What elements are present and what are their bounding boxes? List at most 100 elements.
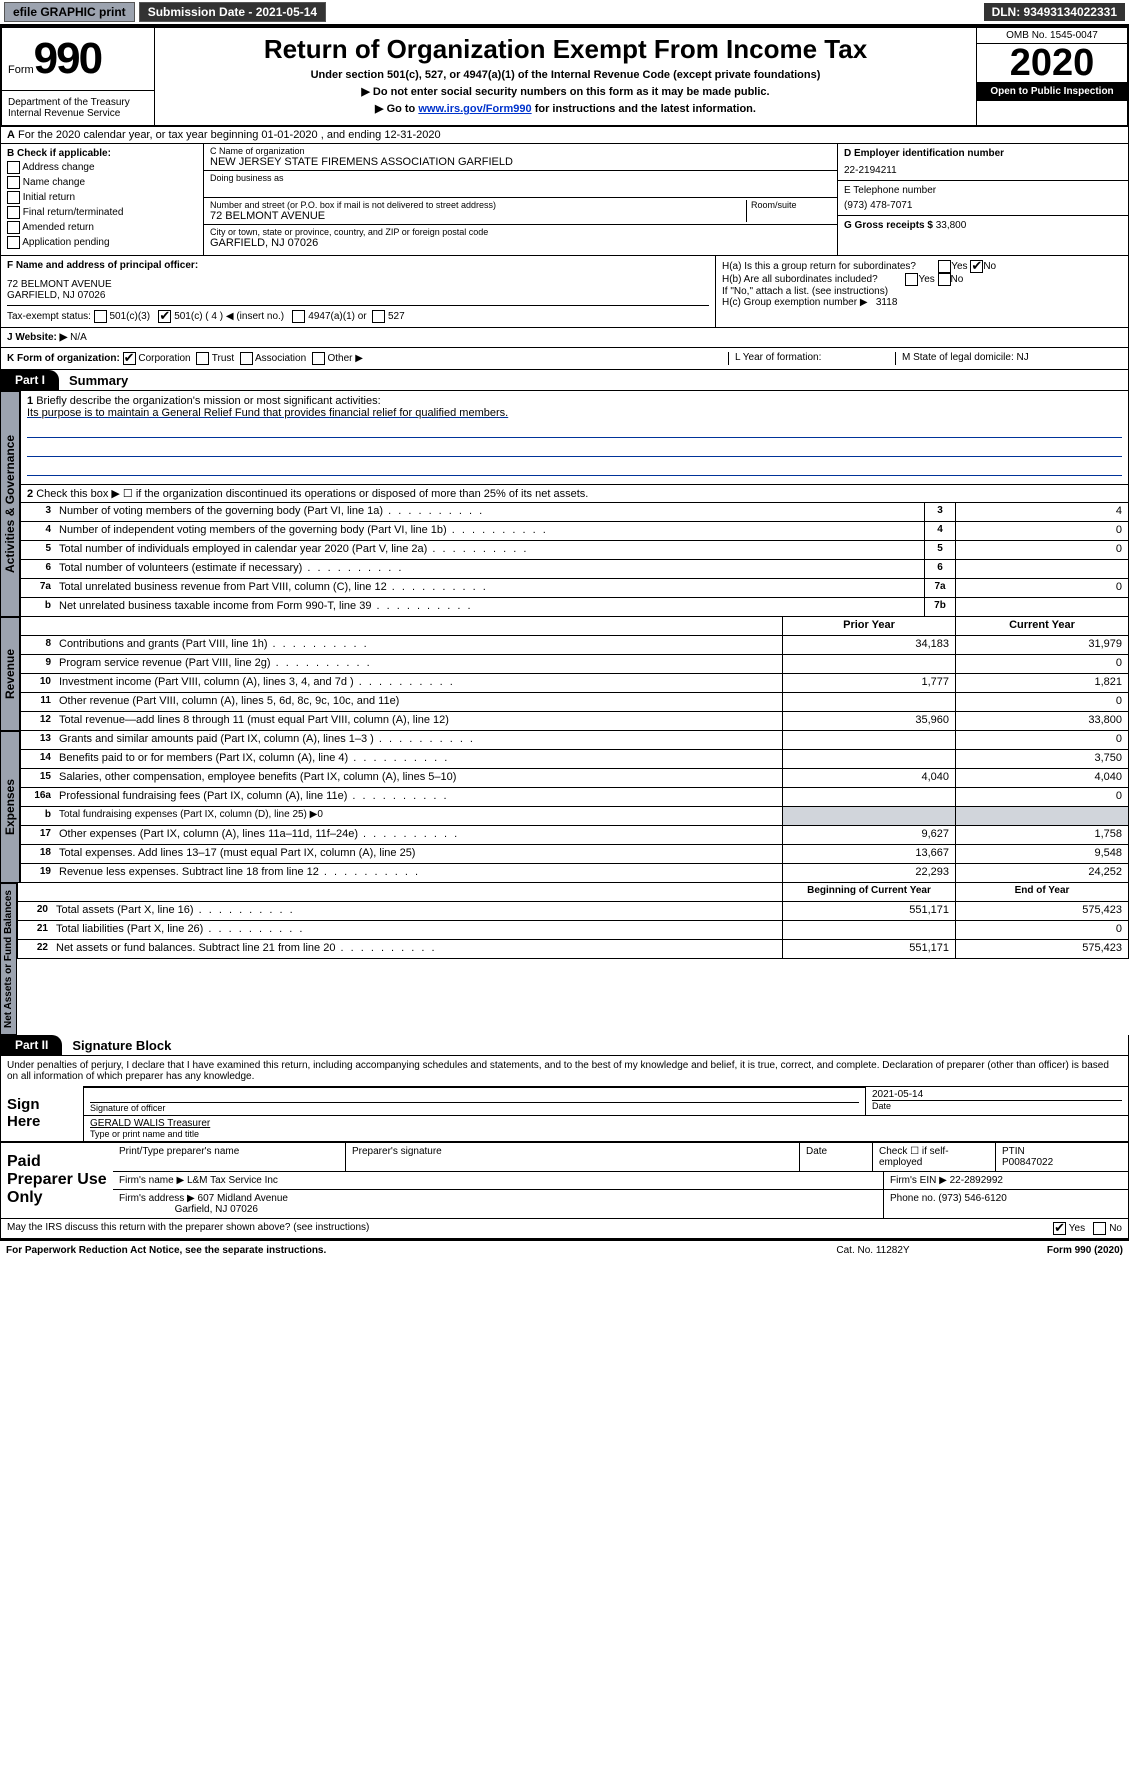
chk-app-pending[interactable]: Application pending bbox=[7, 236, 197, 249]
discuss-no[interactable] bbox=[1093, 1222, 1106, 1235]
l22-beg: 551,171 bbox=[782, 940, 955, 958]
chk-final-return[interactable]: Final return/terminated bbox=[7, 206, 197, 219]
hb-label: H(b) Are all subordinates included? bbox=[722, 274, 878, 285]
chk-other[interactable] bbox=[312, 352, 325, 365]
l12-curr: 33,800 bbox=[955, 712, 1128, 730]
chk-assoc[interactable] bbox=[240, 352, 253, 365]
l20-end: 575,423 bbox=[955, 902, 1128, 920]
sig-date-value: 2021-05-14 bbox=[872, 1089, 1122, 1100]
l14-desc: Benefits paid to or for members (Part IX… bbox=[57, 750, 782, 768]
section-revenue: Revenue Prior YearCurrent Year 8Contribu… bbox=[0, 617, 1129, 731]
line-4: 4Number of independent voting members of… bbox=[20, 522, 1129, 541]
line-8: 8Contributions and grants (Part VIII, li… bbox=[20, 636, 1129, 655]
chk-501c[interactable] bbox=[158, 310, 171, 323]
sign-here-label: Sign Here bbox=[1, 1086, 83, 1141]
ha-no[interactable] bbox=[970, 260, 983, 273]
l18-curr: 9,548 bbox=[955, 845, 1128, 863]
col-prior: Prior Year bbox=[782, 617, 955, 635]
l11-desc: Other revenue (Part VIII, column (A), li… bbox=[57, 693, 782, 711]
phone-value: (973) 478-7071 bbox=[844, 200, 1122, 211]
yes-label: Yes bbox=[1069, 1223, 1085, 1234]
subtitle-1: Under section 501(c), 527, or 4947(a)(1)… bbox=[161, 69, 970, 81]
dba-label: Doing business as bbox=[210, 173, 831, 183]
room-label: Room/suite bbox=[751, 200, 831, 210]
return-title: Return of Organization Exempt From Incom… bbox=[161, 34, 970, 65]
part-i-header: Part I Summary bbox=[0, 370, 1129, 391]
ein-label: D Employer identification number bbox=[844, 148, 1122, 159]
firm-name-label: Firm's name ▶ bbox=[119, 1175, 184, 1186]
chk-corp[interactable] bbox=[123, 352, 136, 365]
year-formation: L Year of formation: bbox=[728, 352, 895, 365]
firm-ein-label: Firm's EIN ▶ bbox=[890, 1175, 947, 1186]
line-9: 9Program service revenue (Part VIII, lin… bbox=[20, 655, 1129, 674]
mission-text: Its purpose is to maintain a General Rel… bbox=[27, 407, 508, 419]
tax-exempt-label: Tax-exempt status: bbox=[7, 311, 91, 322]
l6-val bbox=[955, 560, 1128, 578]
efile-print-button[interactable]: efile GRAPHIC print bbox=[4, 2, 135, 22]
form-number: 990 bbox=[34, 34, 101, 83]
chk-501c3[interactable] bbox=[94, 310, 107, 323]
l18-desc: Total expenses. Add lines 13–17 (must eq… bbox=[57, 845, 782, 863]
discuss-row: May the IRS discuss this return with the… bbox=[0, 1219, 1129, 1239]
l3-val: 4 bbox=[955, 503, 1128, 521]
hc-value: 3118 bbox=[876, 297, 898, 308]
section-expenses: Expenses 13Grants and similar amounts pa… bbox=[0, 731, 1129, 883]
chk-name-change[interactable]: Name change bbox=[7, 176, 197, 189]
chk-trust[interactable] bbox=[196, 352, 209, 365]
l21-end: 0 bbox=[955, 921, 1128, 939]
instructions-link[interactable]: www.irs.gov/Form990 bbox=[418, 103, 531, 115]
col-b-checkboxes: B Check if applicable: Address change Na… bbox=[1, 144, 204, 255]
chk-label: Amended return bbox=[22, 222, 94, 233]
l11-prior bbox=[782, 693, 955, 711]
part-ii-title: Signature Block bbox=[62, 1038, 171, 1053]
l13-curr: 0 bbox=[955, 731, 1128, 749]
addr-label: Number and street (or P.O. box if mail i… bbox=[210, 200, 746, 210]
l4-val: 0 bbox=[955, 522, 1128, 540]
firm-addr-label: Firm's address ▶ bbox=[119, 1193, 195, 1204]
ha-yes[interactable] bbox=[938, 260, 951, 273]
l8-desc: Contributions and grants (Part VIII, lin… bbox=[57, 636, 782, 654]
l4-desc: Number of independent voting members of … bbox=[57, 522, 924, 540]
opt-501c: 501(c) ( 4 ) ◀ (insert no.) bbox=[174, 311, 284, 322]
l10-curr: 1,821 bbox=[955, 674, 1128, 692]
l16a-desc: Professional fundraising fees (Part IX, … bbox=[57, 788, 782, 806]
chk-4947[interactable] bbox=[292, 310, 305, 323]
col-c-name-addr: C Name of organization NEW JERSEY STATE … bbox=[204, 144, 837, 255]
city-state-zip: GARFIELD, NJ 07026 bbox=[210, 237, 831, 249]
l8-curr: 31,979 bbox=[955, 636, 1128, 654]
l20-beg: 551,171 bbox=[782, 902, 955, 920]
chk-initial-return[interactable]: Initial return bbox=[7, 191, 197, 204]
side-expenses: Expenses bbox=[0, 731, 20, 883]
l17-prior: 9,627 bbox=[782, 826, 955, 844]
l10-prior: 1,777 bbox=[782, 674, 955, 692]
chk-amended[interactable]: Amended return bbox=[7, 221, 197, 234]
chk-527[interactable] bbox=[372, 310, 385, 323]
chk-label: Address change bbox=[22, 162, 94, 173]
line-14: 14Benefits paid to or for members (Part … bbox=[20, 750, 1129, 769]
city-label: City or town, state or province, country… bbox=[210, 227, 831, 237]
l5-desc: Total number of individuals employed in … bbox=[57, 541, 924, 559]
l21-desc: Total liabilities (Part X, line 26) bbox=[54, 921, 782, 939]
hb-yes[interactable] bbox=[905, 273, 918, 286]
part-ii-header: Part II Signature Block bbox=[0, 1035, 1129, 1056]
l18-prior: 13,667 bbox=[782, 845, 955, 863]
line-17: 17Other expenses (Part IX, column (A), l… bbox=[20, 826, 1129, 845]
chk-address-change[interactable]: Address change bbox=[7, 161, 197, 174]
form-990-page: efile GRAPHIC print Submission Date - 20… bbox=[0, 0, 1129, 1260]
l13-prior bbox=[782, 731, 955, 749]
l20-desc: Total assets (Part X, line 16) bbox=[54, 902, 782, 920]
discuss-yes[interactable] bbox=[1053, 1222, 1066, 1235]
line-11: 11Other revenue (Part VIII, column (A), … bbox=[20, 693, 1129, 712]
hb-row: H(b) Are all subordinates included? Yes … bbox=[722, 273, 1122, 286]
page-footer: For Paperwork Reduction Act Notice, see … bbox=[0, 1239, 1129, 1260]
l14-prior bbox=[782, 750, 955, 768]
ptin-hdr: PTIN bbox=[1002, 1146, 1025, 1157]
chk-label: Final return/terminated bbox=[23, 207, 124, 218]
tax-exempt-row: Tax-exempt status: 501(c)(3) 501(c) ( 4 … bbox=[7, 305, 709, 323]
ha-label: H(a) Is this a group return for subordin… bbox=[722, 261, 916, 272]
hb-no[interactable] bbox=[938, 273, 951, 286]
firm-phone: (973) 546-6120 bbox=[938, 1193, 1006, 1204]
opt-other: Other ▶ bbox=[327, 353, 362, 364]
l2-text: Check this box ▶ ☐ if the organization d… bbox=[36, 488, 588, 500]
gross-receipts-label: G Gross receipts $ bbox=[844, 220, 933, 231]
